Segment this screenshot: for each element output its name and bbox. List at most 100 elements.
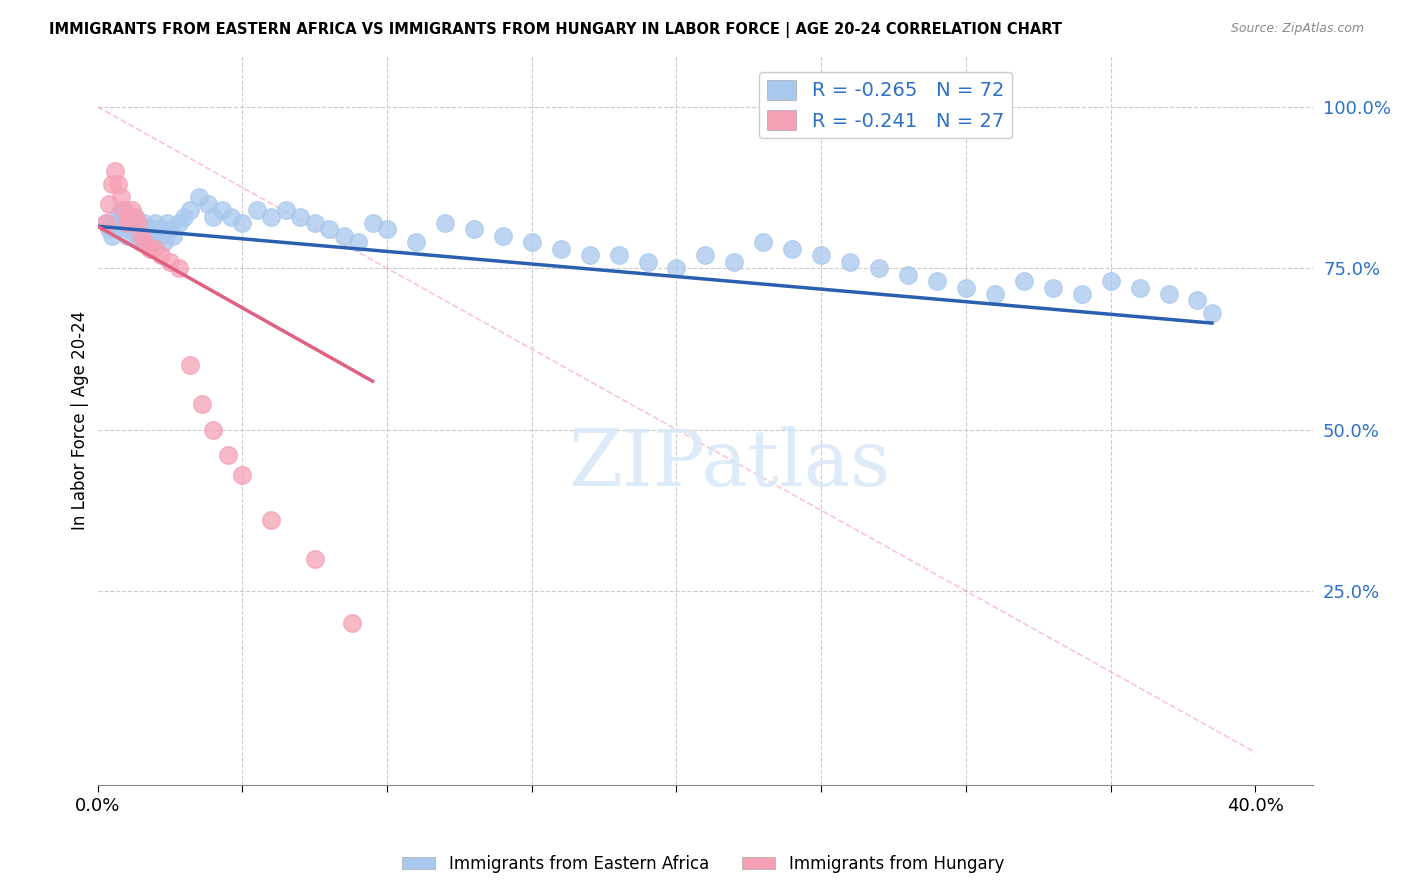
Legend: R = -0.265   N = 72, R = -0.241   N = 27: R = -0.265 N = 72, R = -0.241 N = 27	[759, 72, 1012, 138]
Point	[347, 235, 370, 250]
Point	[118, 222, 141, 236]
Point	[104, 216, 127, 230]
Point	[304, 216, 326, 230]
Point	[231, 467, 253, 482]
Point	[955, 280, 977, 294]
Point	[127, 228, 149, 243]
Point	[1012, 274, 1035, 288]
Point	[118, 210, 141, 224]
Point	[637, 254, 659, 268]
Point	[142, 235, 165, 250]
Point	[342, 616, 364, 631]
Point	[112, 203, 135, 218]
Point	[463, 222, 485, 236]
Point	[98, 196, 121, 211]
Point	[159, 254, 181, 268]
Point	[156, 216, 179, 230]
Point	[124, 210, 146, 224]
Point	[187, 190, 209, 204]
Point	[1157, 287, 1180, 301]
Point	[375, 222, 398, 236]
Point	[1201, 306, 1223, 320]
Point	[129, 228, 152, 243]
Point	[520, 235, 543, 250]
Point	[332, 228, 354, 243]
Point	[107, 210, 129, 224]
Point	[167, 216, 190, 230]
Point	[121, 203, 143, 218]
Text: ZIPatlas: ZIPatlas	[569, 425, 891, 501]
Point	[433, 216, 456, 230]
Point	[132, 216, 155, 230]
Point	[124, 210, 146, 224]
Point	[150, 248, 173, 262]
Point	[145, 216, 167, 230]
Point	[217, 449, 239, 463]
Point	[110, 190, 132, 204]
Point	[191, 397, 214, 411]
Point	[1070, 287, 1092, 301]
Point	[839, 254, 862, 268]
Point	[211, 203, 233, 218]
Point	[984, 287, 1007, 301]
Point	[695, 248, 717, 262]
Point	[138, 228, 160, 243]
Point	[197, 196, 219, 211]
Point	[115, 216, 138, 230]
Point	[159, 222, 181, 236]
Point	[219, 210, 242, 224]
Text: IMMIGRANTS FROM EASTERN AFRICA VS IMMIGRANTS FROM HUNGARY IN LABOR FORCE | AGE 2: IMMIGRANTS FROM EASTERN AFRICA VS IMMIGR…	[49, 22, 1062, 38]
Point	[202, 423, 225, 437]
Point	[179, 203, 201, 218]
Point	[121, 216, 143, 230]
Point	[780, 242, 803, 256]
Point	[318, 222, 340, 236]
Point	[260, 513, 283, 527]
Point	[361, 216, 384, 230]
Point	[132, 235, 155, 250]
Point	[179, 358, 201, 372]
Point	[98, 222, 121, 236]
Point	[148, 222, 170, 236]
Point	[145, 242, 167, 256]
Point	[607, 248, 630, 262]
Point	[492, 228, 515, 243]
Point	[129, 235, 152, 250]
Point	[153, 235, 176, 250]
Point	[135, 222, 157, 236]
Point	[138, 242, 160, 256]
Point	[665, 261, 688, 276]
Point	[112, 216, 135, 230]
Point	[162, 228, 184, 243]
Y-axis label: In Labor Force | Age 20-24: In Labor Force | Age 20-24	[72, 310, 89, 530]
Point	[897, 268, 920, 282]
Legend: Immigrants from Eastern Africa, Immigrants from Hungary: Immigrants from Eastern Africa, Immigran…	[395, 848, 1011, 880]
Point	[96, 216, 118, 230]
Point	[173, 210, 195, 224]
Point	[405, 235, 427, 250]
Point	[752, 235, 775, 250]
Point	[167, 261, 190, 276]
Point	[810, 248, 832, 262]
Point	[101, 228, 124, 243]
Point	[96, 216, 118, 230]
Point	[1129, 280, 1152, 294]
Point	[925, 274, 948, 288]
Point	[1187, 293, 1209, 308]
Point	[246, 203, 269, 218]
Point	[304, 551, 326, 566]
Point	[115, 228, 138, 243]
Point	[260, 210, 283, 224]
Point	[104, 164, 127, 178]
Point	[1042, 280, 1064, 294]
Point	[723, 254, 745, 268]
Point	[231, 216, 253, 230]
Point	[550, 242, 572, 256]
Point	[578, 248, 600, 262]
Point	[127, 216, 149, 230]
Point	[274, 203, 297, 218]
Point	[868, 261, 890, 276]
Point	[290, 210, 312, 224]
Point	[150, 228, 173, 243]
Point	[101, 178, 124, 192]
